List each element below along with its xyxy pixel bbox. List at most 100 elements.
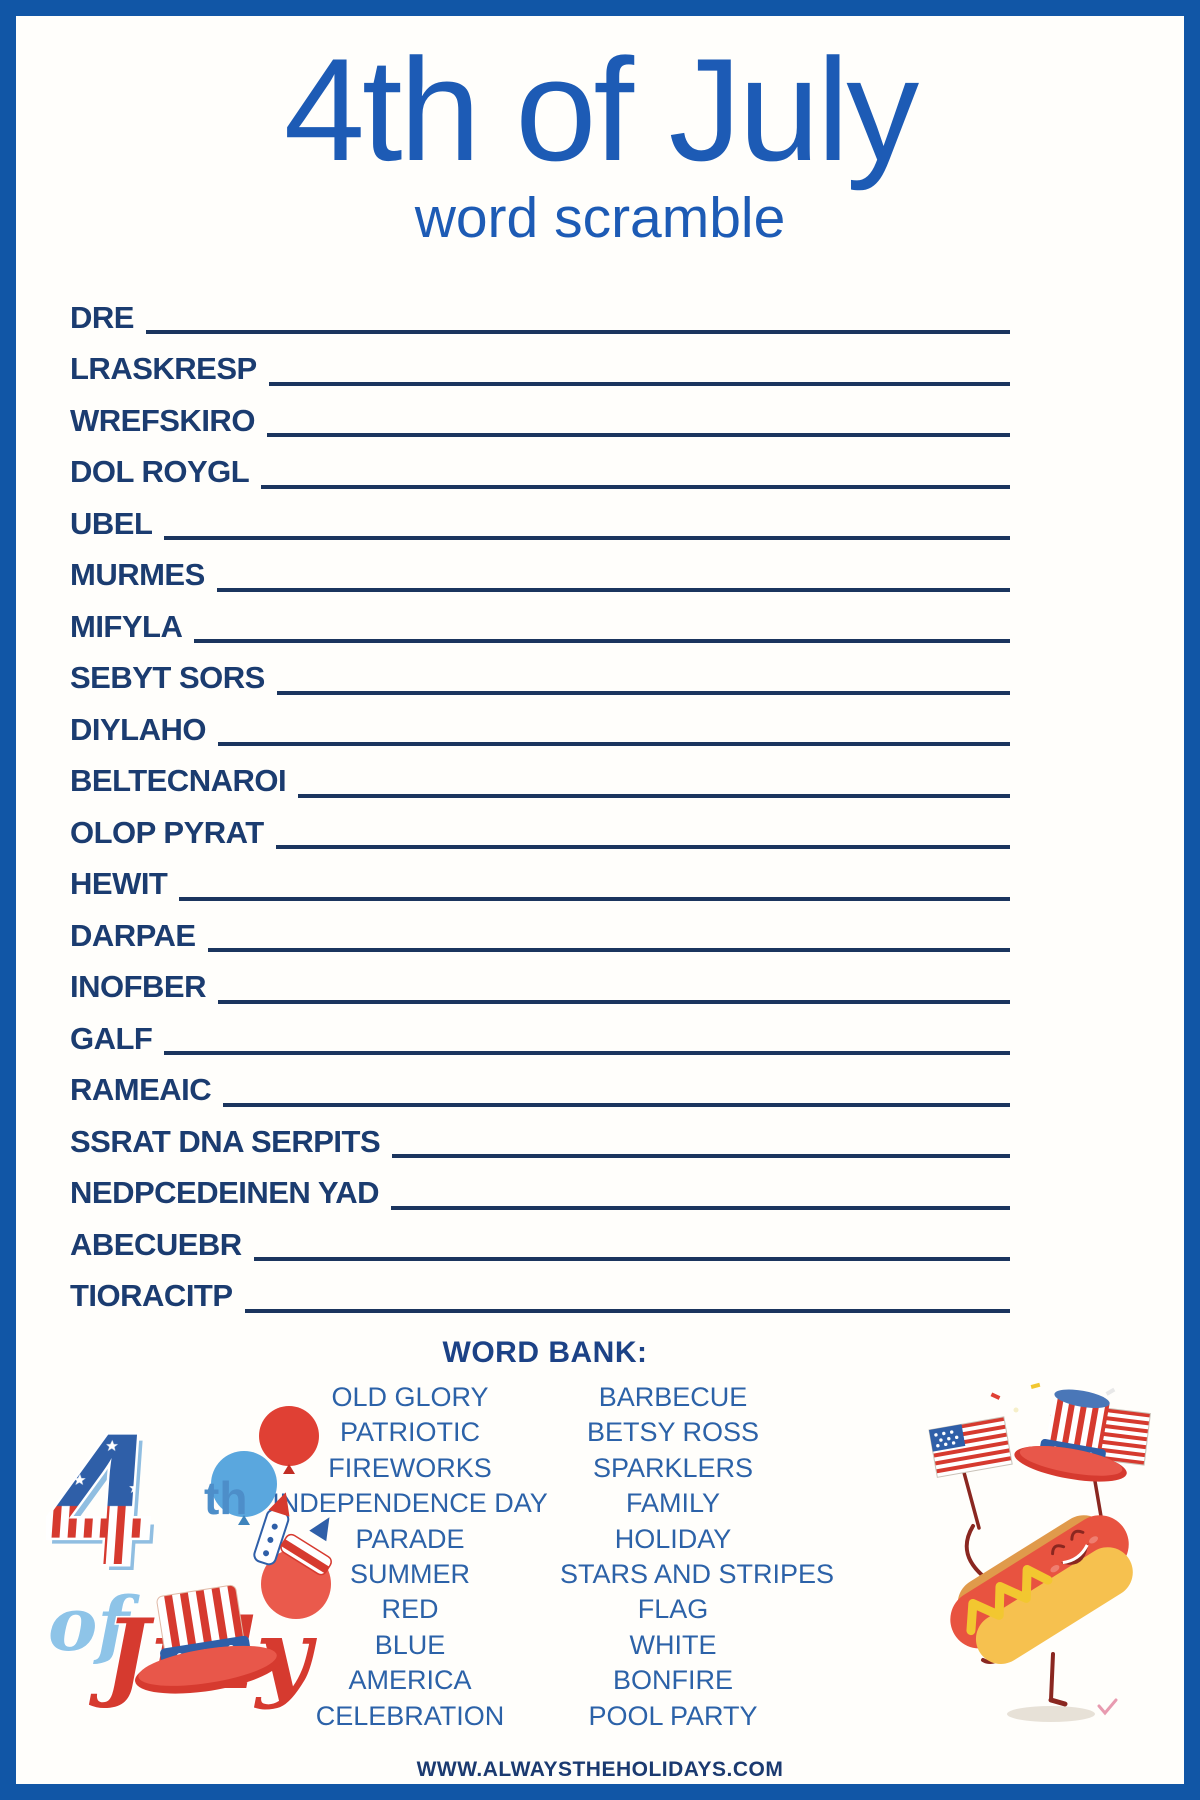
scrambled-word: INOFBER [70, 969, 207, 1005]
answer-line[interactable] [179, 896, 1010, 901]
scramble-row: OLOP PYRAT [70, 798, 1010, 850]
scramble-row: NEDPCEDEINEN YAD [70, 1158, 1010, 1210]
scrambled-word: NEDPCEDEINEN YAD [70, 1175, 379, 1211]
word-bank-item: FLAG [637, 1594, 709, 1625]
us-flag-icon [928, 1416, 1013, 1530]
answer-line[interactable] [298, 793, 1010, 798]
word-bank-item: BETSY ROSS [586, 1417, 760, 1448]
hotdog-face [1050, 1529, 1099, 1573]
word-bank-item: RED [381, 1594, 439, 1625]
scramble-row: WREFSKIRO [70, 386, 1010, 438]
sparkle-doodle [1097, 1698, 1118, 1716]
word-bank-item: INDEPENDENCE DAY [272, 1488, 548, 1519]
patriotic-hotdog-clipart-svg [928, 1382, 1151, 1722]
scrambled-word: MURMES [70, 557, 205, 593]
scramble-row: SSRAT DNA SERPITS [70, 1107, 1010, 1159]
fourth-of-july-clipart: th 4 4 of July [46, 1388, 346, 1723]
answer-line[interactable] [207, 948, 1010, 953]
answer-line[interactable] [266, 433, 1010, 438]
scrambled-word: RAMEAIC [70, 1072, 212, 1108]
answer-line[interactable] [216, 587, 1010, 592]
clipart-of-text: of [48, 1582, 140, 1668]
clipart-4-text: 4 [46, 1394, 158, 1604]
patriotic-hotdog-clipart [921, 1376, 1161, 1731]
answer-line[interactable] [390, 1205, 1010, 1210]
scrambled-word: MIFYLA [70, 608, 183, 644]
word-bank-item: STARS AND STRIPES [560, 1559, 835, 1590]
answer-line[interactable] [218, 742, 1010, 747]
scrambled-word: DARPAE [70, 917, 196, 953]
scrambled-word: LRASKRESP [70, 351, 257, 387]
answer-line[interactable] [392, 1154, 1010, 1159]
answer-line[interactable] [253, 1257, 1010, 1262]
scramble-row: UBEL [70, 489, 1010, 541]
scramble-row: HEWIT [70, 849, 1010, 901]
scrambled-word: DOL ROYGL [70, 454, 250, 490]
answer-line[interactable] [268, 381, 1010, 386]
answer-line[interactable] [164, 536, 1010, 541]
word-bank-item: SPARKLERS [592, 1452, 754, 1483]
scramble-row: RAMEAIC [70, 1055, 1010, 1107]
scrambled-word: SEBYT SORS [70, 660, 265, 696]
scramble-row: SEBYT SORS [70, 643, 1010, 695]
fourth-of-july-clipart-svg: th 4 4 of July [46, 1392, 332, 1713]
answer-line[interactable] [145, 330, 1010, 335]
hotdog-character [950, 1389, 1133, 1716]
scramble-row: GALF [70, 1004, 1010, 1056]
clipart-4-shadow: 4 [46, 1400, 164, 1610]
scramble-row: MIFYLA [70, 592, 1010, 644]
page-title: 4th of July [283, 28, 919, 191]
shadow [1007, 1706, 1095, 1722]
website-url: WWW.ALWAYSTHEHOLIDAYS.COM [416, 1758, 784, 1781]
page-subtitle: word scramble [414, 185, 786, 250]
word-bank-column-1: OLD GLORY PATRIOTIC FIREWORKS INDEPENDENCE … [260, 1380, 560, 1734]
answer-line[interactable] [244, 1308, 1010, 1313]
uncle-sam-hat-icon [1014, 1389, 1127, 1482]
word-bank-item: PATRIOTIC [340, 1417, 480, 1448]
answer-line[interactable] [218, 999, 1010, 1004]
word-bank-item: CELEBRATION [315, 1700, 505, 1731]
answer-line[interactable] [276, 690, 1010, 695]
scrambled-word: TIORACITP [70, 1278, 233, 1314]
scramble-row: DOL ROYGL [70, 437, 1010, 489]
word-bank-item: FIREWORKS [328, 1452, 492, 1483]
scrambled-word: UBEL [70, 505, 153, 541]
word-bank-item: AMERICA [348, 1665, 472, 1696]
word-bank-item: HOLIDAY [614, 1523, 732, 1554]
scrambled-word: GALF [70, 1020, 153, 1056]
scramble-row: MURMES [70, 540, 1010, 592]
uncle-sam-hat-icon [135, 1584, 282, 1694]
scramble-list: DRE LRASKRESP WREFSKIRO DOL ROYGL UBEL [70, 283, 1010, 1313]
answer-line[interactable] [275, 845, 1010, 850]
word-bank-item: WHITE [629, 1629, 717, 1660]
scramble-row: ABECUEBR [70, 1210, 1010, 1262]
scrambled-word: HEWIT [70, 866, 168, 902]
word-bank-item: SUMMER [350, 1559, 470, 1590]
scrambled-word: OLOP PYRAT [70, 814, 264, 850]
answer-line[interactable] [261, 484, 1010, 489]
answer-line[interactable] [194, 639, 1010, 644]
word-bank-item: PARADE [355, 1523, 465, 1554]
scramble-row: DIYLAHO [70, 695, 1010, 747]
word-bank-heading: WORD BANK: [442, 1336, 648, 1369]
firework-rocket-icon [253, 1492, 290, 1566]
word-bank-item: BONFIRE [612, 1665, 733, 1696]
scrambled-word: BELTECNAROI [70, 763, 287, 799]
word-bank-item: BARBECUE [598, 1382, 748, 1412]
scramble-row: LRASKRESP [70, 334, 1010, 386]
scrambled-word: ABECUEBR [70, 1226, 242, 1262]
scramble-row: TIORACITP [70, 1261, 1010, 1313]
scrambled-word: SSRAT DNA SERPITS [70, 1123, 381, 1159]
clipart-th-text: th [204, 1472, 247, 1524]
header: 4th of July word scramble [16, 16, 1184, 249]
word-bank-item: BLUE [374, 1629, 446, 1660]
answer-line[interactable] [164, 1051, 1010, 1056]
scrambled-word: DIYLAHO [70, 711, 207, 747]
word-bank-item: POOL PARTY [588, 1700, 758, 1731]
word-bank-item: FAMILY [625, 1488, 721, 1519]
firework-rocket-icon [280, 1517, 332, 1576]
scramble-row: DRE [70, 283, 1010, 335]
scramble-row: BELTECNAROI [70, 746, 1010, 798]
answer-line[interactable] [223, 1102, 1010, 1107]
